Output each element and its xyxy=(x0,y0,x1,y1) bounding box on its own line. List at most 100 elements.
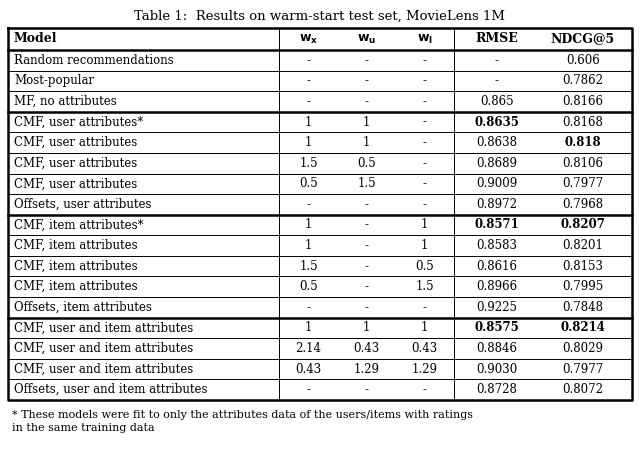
Text: -: - xyxy=(365,260,369,273)
Text: 1: 1 xyxy=(363,115,370,129)
Text: -: - xyxy=(307,383,310,396)
Text: 1: 1 xyxy=(421,218,428,231)
Text: $\mathbf{w}_\mathbf{l}$: $\mathbf{w}_\mathbf{l}$ xyxy=(417,32,433,46)
Text: -: - xyxy=(422,95,426,108)
Text: 1.29: 1.29 xyxy=(412,363,438,376)
Text: CMF, user and item attributes: CMF, user and item attributes xyxy=(14,363,193,376)
Text: $\mathbf{w}_\mathbf{x}$: $\mathbf{w}_\mathbf{x}$ xyxy=(299,32,318,46)
Text: 0.8214: 0.8214 xyxy=(560,322,605,335)
Text: 0.7968: 0.7968 xyxy=(562,198,604,211)
Text: 0.43: 0.43 xyxy=(295,363,321,376)
Text: NDCG@5: NDCG@5 xyxy=(550,32,615,46)
Text: 0.9009: 0.9009 xyxy=(476,177,517,190)
Text: -: - xyxy=(422,177,426,190)
Text: CMF, user attributes: CMF, user attributes xyxy=(14,157,137,170)
Text: 0.8616: 0.8616 xyxy=(476,260,517,273)
Text: -: - xyxy=(422,54,426,67)
Text: CMF, item attributes*: CMF, item attributes* xyxy=(14,218,143,231)
Text: 1: 1 xyxy=(305,115,312,129)
Text: -: - xyxy=(365,54,369,67)
Text: in the same training data: in the same training data xyxy=(12,423,155,433)
Text: 0.7977: 0.7977 xyxy=(562,177,604,190)
Text: 1: 1 xyxy=(363,136,370,149)
Text: 0.818: 0.818 xyxy=(564,136,601,149)
Text: CMF, user and item attributes: CMF, user and item attributes xyxy=(14,342,193,355)
Text: 0.5: 0.5 xyxy=(299,177,318,190)
Text: Model: Model xyxy=(14,32,58,46)
Text: 0.8846: 0.8846 xyxy=(476,342,517,355)
Text: 0.8166: 0.8166 xyxy=(562,95,604,108)
Text: Offsets, user and item attributes: Offsets, user and item attributes xyxy=(14,383,207,396)
Text: -: - xyxy=(422,136,426,149)
Text: CMF, item attributes: CMF, item attributes xyxy=(14,260,138,273)
Text: Random recommendations: Random recommendations xyxy=(14,54,173,67)
Text: 0.606: 0.606 xyxy=(566,54,600,67)
Text: 0.8972: 0.8972 xyxy=(476,198,517,211)
Text: 0.8966: 0.8966 xyxy=(476,280,517,293)
Text: 0.8153: 0.8153 xyxy=(562,260,604,273)
Text: -: - xyxy=(365,74,369,87)
Text: Offsets, item attributes: Offsets, item attributes xyxy=(14,301,152,314)
Text: -: - xyxy=(495,54,499,67)
Text: 0.8575: 0.8575 xyxy=(474,322,519,335)
Text: 0.43: 0.43 xyxy=(412,342,438,355)
Text: 0.8106: 0.8106 xyxy=(562,157,604,170)
Text: -: - xyxy=(365,301,369,314)
Text: -: - xyxy=(365,239,369,252)
Text: 0.8583: 0.8583 xyxy=(476,239,517,252)
Text: 0.8072: 0.8072 xyxy=(562,383,604,396)
Text: 1.5: 1.5 xyxy=(299,260,318,273)
Text: Table 1:  Results on warm-start test set, MovieLens 1M: Table 1: Results on warm-start test set,… xyxy=(134,10,506,23)
Text: 0.8635: 0.8635 xyxy=(474,115,519,129)
Text: -: - xyxy=(422,115,426,129)
Text: -: - xyxy=(307,198,310,211)
Text: -: - xyxy=(422,157,426,170)
Text: 1: 1 xyxy=(305,322,312,335)
Text: CMF, item attributes: CMF, item attributes xyxy=(14,280,138,293)
Text: 1.5: 1.5 xyxy=(299,157,318,170)
Text: -: - xyxy=(365,218,369,231)
Text: 0.7995: 0.7995 xyxy=(562,280,604,293)
Text: 0.5: 0.5 xyxy=(299,280,318,293)
Text: 0.8689: 0.8689 xyxy=(476,157,517,170)
Text: 0.5: 0.5 xyxy=(415,260,434,273)
Text: CMF, user attributes: CMF, user attributes xyxy=(14,136,137,149)
Text: -: - xyxy=(307,301,310,314)
Text: Offsets, user attributes: Offsets, user attributes xyxy=(14,198,152,211)
Text: 1: 1 xyxy=(305,239,312,252)
Text: -: - xyxy=(365,198,369,211)
Text: RMSE: RMSE xyxy=(476,32,518,46)
Text: 0.5: 0.5 xyxy=(357,157,376,170)
Text: 0.7848: 0.7848 xyxy=(562,301,604,314)
Text: 1: 1 xyxy=(421,239,428,252)
Text: -: - xyxy=(422,383,426,396)
Text: -: - xyxy=(365,383,369,396)
Text: 0.9225: 0.9225 xyxy=(476,301,517,314)
Text: CMF, user and item attributes: CMF, user and item attributes xyxy=(14,322,193,335)
Text: 0.8029: 0.8029 xyxy=(562,342,604,355)
Text: 1.29: 1.29 xyxy=(353,363,380,376)
Text: 0.865: 0.865 xyxy=(480,95,513,108)
Text: 0.8728: 0.8728 xyxy=(476,383,517,396)
Text: CMF, user attributes: CMF, user attributes xyxy=(14,177,137,190)
Text: 0.8207: 0.8207 xyxy=(560,218,605,231)
Text: -: - xyxy=(307,74,310,87)
Text: -: - xyxy=(495,74,499,87)
Text: -: - xyxy=(422,301,426,314)
Text: -: - xyxy=(307,95,310,108)
Text: 1: 1 xyxy=(305,136,312,149)
Text: -: - xyxy=(422,198,426,211)
Text: 1: 1 xyxy=(305,218,312,231)
Text: 0.8168: 0.8168 xyxy=(563,115,603,129)
Text: 1: 1 xyxy=(421,322,428,335)
Text: 0.7862: 0.7862 xyxy=(562,74,604,87)
Text: MF, no attributes: MF, no attributes xyxy=(14,95,116,108)
Text: 0.9030: 0.9030 xyxy=(476,363,517,376)
Text: -: - xyxy=(422,74,426,87)
Text: 0.43: 0.43 xyxy=(353,342,380,355)
Text: 0.8201: 0.8201 xyxy=(563,239,603,252)
Text: 0.8638: 0.8638 xyxy=(476,136,517,149)
Text: 2.14: 2.14 xyxy=(296,342,321,355)
Text: 0.8571: 0.8571 xyxy=(474,218,519,231)
Text: * These models were fit to only the attributes data of the users/items with rati: * These models were fit to only the attr… xyxy=(12,410,473,420)
